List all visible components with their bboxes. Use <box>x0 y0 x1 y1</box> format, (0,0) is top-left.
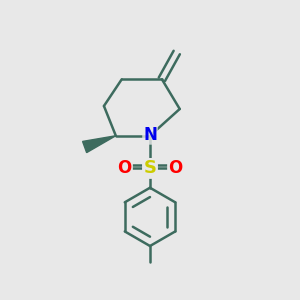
Text: N: N <box>143 126 157 144</box>
Text: O: O <box>168 159 182 177</box>
Polygon shape <box>82 136 116 153</box>
Text: O: O <box>118 159 132 177</box>
Text: S: S <box>143 159 157 177</box>
